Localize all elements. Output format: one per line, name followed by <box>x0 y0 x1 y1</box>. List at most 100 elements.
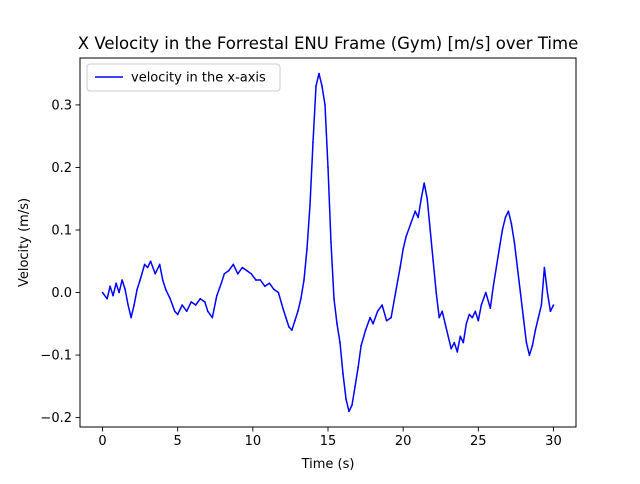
data-point <box>432 260 435 263</box>
data-point <box>207 310 209 313</box>
data-point <box>146 266 149 269</box>
y-axis-ticks: −0.2 −0.1 0.0 0.1 0.2 0.3 <box>40 98 80 426</box>
data-point <box>552 304 555 306</box>
data-point <box>495 266 498 269</box>
y-tick-label: −0.2 <box>40 411 72 426</box>
data-point <box>273 288 275 291</box>
y-axis-label: Velocity (m/s) <box>17 198 32 287</box>
data-point <box>127 304 129 306</box>
data-point <box>385 319 388 322</box>
data-point <box>173 310 176 313</box>
data-point <box>294 319 296 322</box>
data-point <box>223 273 226 275</box>
data-point <box>409 222 412 225</box>
data-point <box>327 166 329 169</box>
data-point <box>504 216 507 219</box>
data-point <box>161 279 164 281</box>
data-point <box>510 222 513 225</box>
x-tick-label: 10 <box>245 434 262 449</box>
data-point <box>390 316 392 319</box>
data-point <box>435 291 438 294</box>
data-point <box>537 316 540 319</box>
data-point <box>181 304 183 306</box>
data-point <box>369 316 371 319</box>
data-point <box>423 182 426 184</box>
data-point <box>357 366 359 369</box>
y-tick-label: 0.0 <box>51 286 72 301</box>
data-point <box>543 266 546 269</box>
data-point <box>268 282 271 285</box>
data-point <box>118 291 120 294</box>
data-point <box>414 210 417 212</box>
data-point <box>429 229 432 231</box>
data-point <box>450 348 453 350</box>
data-point <box>480 304 483 306</box>
data-point <box>291 329 293 331</box>
data-point <box>300 298 302 300</box>
data-point <box>176 313 179 316</box>
data-point <box>501 229 504 231</box>
data-point <box>453 341 456 344</box>
data-point <box>324 104 326 106</box>
x-tick-label: 30 <box>545 434 562 449</box>
data-point <box>345 398 347 400</box>
data-point <box>399 266 401 269</box>
data-point <box>364 329 367 331</box>
data-point <box>204 301 206 303</box>
data-point <box>438 316 441 319</box>
data-point <box>321 85 323 87</box>
data-point <box>354 385 356 388</box>
data-point <box>250 273 253 275</box>
data-point <box>372 323 374 325</box>
data-point <box>259 279 262 281</box>
data-point <box>330 241 332 244</box>
x-tick-label: 15 <box>320 434 337 449</box>
data-point <box>333 298 335 300</box>
data-point <box>468 313 471 316</box>
data-point <box>441 310 444 313</box>
data-point <box>220 282 223 285</box>
x-axis-label: Time (s) <box>301 457 355 472</box>
data-point <box>351 404 353 406</box>
data-point <box>546 291 549 294</box>
data-point <box>498 248 501 250</box>
data-point <box>447 335 450 338</box>
data-point <box>282 307 284 310</box>
legend-box <box>86 63 281 92</box>
data-point <box>549 310 552 313</box>
x-tick-label: 25 <box>470 434 487 449</box>
data-point <box>405 235 408 237</box>
data-point <box>402 248 405 250</box>
data-point <box>190 301 192 303</box>
data-point <box>194 304 197 306</box>
data-point <box>130 316 132 319</box>
data-point <box>139 279 141 281</box>
data-point <box>154 273 156 275</box>
data-point <box>309 204 311 206</box>
data-point <box>540 304 543 306</box>
data-point <box>528 354 531 356</box>
data-point <box>124 288 126 291</box>
data-point <box>185 310 188 313</box>
y-tick-label: −0.1 <box>40 349 72 364</box>
data-point <box>297 310 299 313</box>
data-point <box>348 410 350 413</box>
data-point <box>485 291 487 294</box>
data-point <box>312 141 314 144</box>
data-point <box>115 282 117 285</box>
data-point <box>101 291 104 294</box>
data-point <box>525 341 528 344</box>
data-point <box>158 263 161 266</box>
data-point <box>211 316 214 319</box>
data-point <box>342 373 344 375</box>
data-point <box>228 269 230 272</box>
series-layer <box>101 72 555 413</box>
y-tick-label: 0.1 <box>51 223 72 238</box>
data-point <box>169 298 171 300</box>
data-point <box>237 273 239 275</box>
data-point <box>339 341 341 344</box>
data-point <box>360 344 362 347</box>
data-point <box>121 279 123 281</box>
data-point <box>394 291 397 294</box>
